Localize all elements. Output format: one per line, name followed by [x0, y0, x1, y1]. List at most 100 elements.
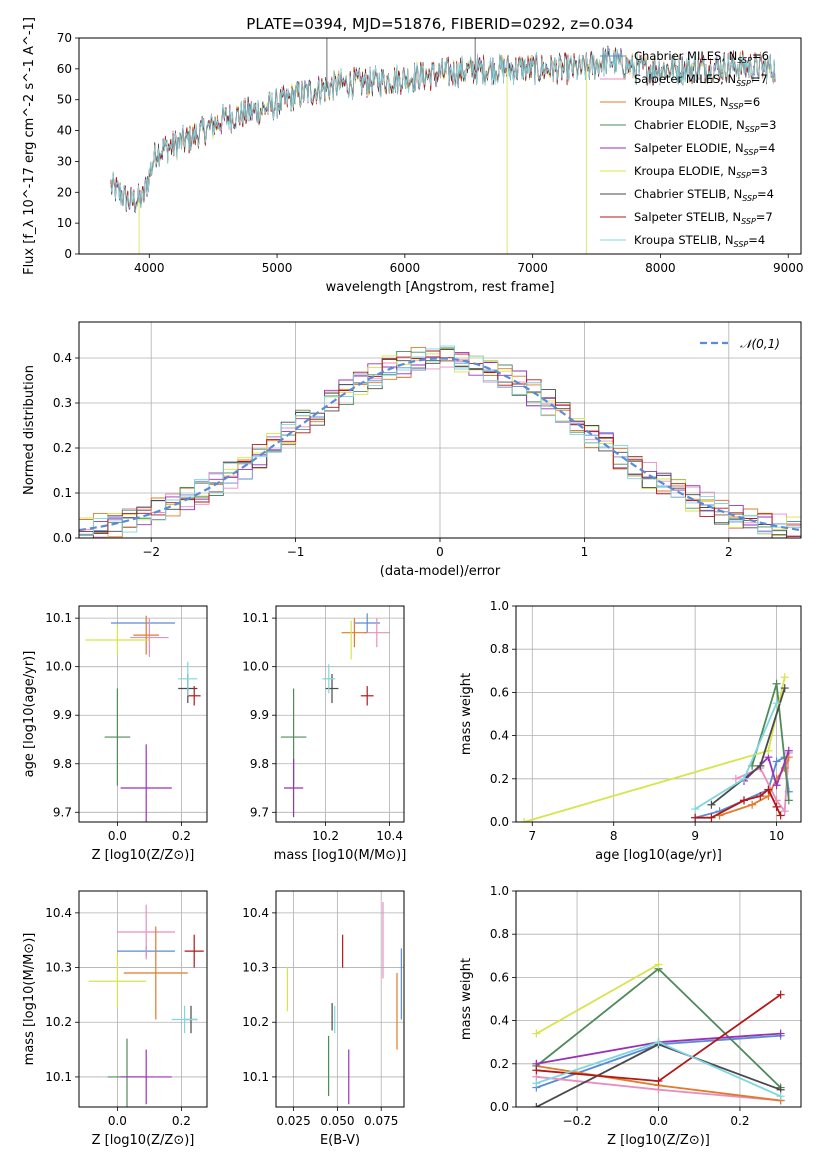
x-tick-label: 0.0 — [108, 1114, 127, 1128]
weight-series-marker — [784, 746, 793, 755]
plot-area — [88, 904, 204, 1107]
legend-entry-subscript: SSP — [736, 171, 751, 180]
x-tick-label: 8000 — [645, 261, 676, 275]
errorbar-point — [130, 618, 169, 657]
y-tick-label: 30 — [57, 154, 72, 168]
y-tick-label: 40 — [57, 124, 72, 138]
y-tick-label: 9.7 — [250, 805, 269, 819]
y-tick-label: 10.1 — [45, 1070, 72, 1084]
y-tick-label: 50 — [57, 93, 72, 107]
legend-entry-suffix: =4 — [758, 141, 775, 155]
y-tick-label: 0.2 — [490, 772, 509, 786]
errorbar-point — [104, 688, 131, 786]
x-tick-label: 10.2 — [312, 829, 339, 843]
panel-residuals: −2 −1 0 1 2 0.0 0.1 0.2 0.3 0.4 (data-model)/error… — [22, 321, 802, 579]
y-tick-label: 9.7 — [53, 805, 72, 819]
panel-mass_vs_ebv: 0.025 0.050 0.075 10.1 10.2 10.3 10.4 E(B-V) — [242, 890, 405, 1148]
y-tick-label: 0.4 — [53, 351, 72, 365]
legend-entry-text: Salpeter ELODIE, N — [634, 141, 744, 155]
x-tick-label: −1 — [287, 545, 305, 559]
errorbar-point — [178, 661, 198, 696]
plot-area — [110, 38, 776, 254]
y-tick-label: 10.2 — [45, 1015, 72, 1029]
y-tick-label: 0.0 — [53, 531, 72, 545]
weight-series-marker — [780, 684, 789, 693]
weight-series-marker — [740, 774, 748, 783]
x-tick-label: 0.075 — [364, 1114, 398, 1128]
y-tick-label: 0.8 — [490, 642, 509, 656]
errorbar-point — [133, 615, 159, 655]
legend-entry-label: Salpeter ELODIE, NSSP=4 — [634, 141, 775, 157]
legend-entry-subscript: SSP — [744, 148, 759, 157]
legend-entry-suffix: =3 — [760, 118, 777, 132]
x-tick-label: 0.0 — [649, 1114, 668, 1128]
spectrum-line — [110, 46, 776, 213]
axes-frame — [78, 605, 208, 823]
errorbar-point — [120, 1049, 172, 1105]
weight-series-marker — [654, 960, 663, 969]
legend-entry-subscript: SSP — [737, 56, 752, 65]
y-tick-label: 10.4 — [242, 906, 269, 920]
weight-series-marker — [772, 757, 781, 766]
legend-entry-suffix: =6 — [752, 49, 769, 63]
errorbar-point — [123, 926, 188, 1020]
figure-title: PLATE=0394, MJD=51876, FIBERID=0292, z=0… — [246, 15, 633, 33]
legend-entry-suffix: =4 — [748, 233, 765, 247]
y-tick-label: 10.1 — [242, 611, 269, 625]
errorbar-point — [364, 618, 390, 648]
axes-frame — [275, 890, 405, 1108]
panel-spectrum: 4000 5000 6000 7000 8000 9000 0 10 20 30 40 50 60 70 w… — [22, 17, 803, 295]
y-tick-label: 10.1 — [45, 611, 72, 625]
legend-entry-text: Kroupa ELODIE, N — [634, 164, 736, 178]
y-tick-label: 60 — [57, 62, 72, 76]
y-tick-label: 20 — [57, 185, 72, 199]
y-tick-label: 0.3 — [53, 396, 72, 410]
legend-entry-text: Chabrier MILES, N — [634, 49, 737, 63]
weight-series-marker — [691, 813, 700, 822]
weight-series-marker — [780, 807, 789, 816]
y-axis-label: age [log10(age/yr)] — [22, 651, 37, 778]
y-tick-label: 0.4 — [490, 729, 509, 743]
x-tick-label: −2 — [142, 545, 160, 559]
weight-series-line — [535, 963, 659, 1035]
legend-entry-text: Chabrier STELIB, N — [634, 187, 742, 201]
legend-entry-text: Kroupa MILES, N — [634, 95, 729, 109]
axes-frame — [515, 890, 802, 1108]
legend-entry-label: Kroupa ELODIE, NSSP=3 — [634, 164, 768, 180]
errorbar-point — [322, 664, 336, 694]
y-axis-label: mass weight — [459, 958, 474, 1040]
legend-entry-suffix: =7 — [756, 210, 773, 224]
y-axis-label: Normed distribution — [22, 365, 37, 495]
weight-series-marker — [748, 800, 757, 809]
y-axis-label: mass weight — [459, 673, 474, 755]
histogram-series — [79, 349, 801, 538]
weight-series-marker — [532, 1029, 541, 1038]
y-tick-label: 0 — [64, 247, 72, 261]
x-tick-label: 1 — [581, 545, 589, 559]
x-tick-label: 7000 — [517, 261, 548, 275]
weight-series-marker — [764, 785, 773, 794]
y-tick-label: 9.9 — [250, 708, 269, 722]
y-tick-label: 9.8 — [250, 757, 269, 771]
weight-series-line — [710, 687, 786, 806]
y-tick-label: 0.1 — [53, 486, 72, 500]
histogram-series — [79, 355, 801, 538]
legend-entry-text: Chabrier ELODIE, N — [634, 118, 745, 132]
y-tick-label: 70 — [57, 31, 72, 45]
plot-area — [286, 901, 402, 1105]
x-axis-label: E(B-V) — [320, 1133, 360, 1148]
x-tick-label: 0.050 — [320, 1114, 354, 1128]
x-tick-label: 9 — [691, 829, 699, 843]
y-tick-label: 10.4 — [45, 906, 72, 920]
x-tick-label: 0 — [436, 545, 444, 559]
x-axis-label: (data-model)/error — [380, 564, 501, 579]
errorbar-point — [284, 758, 304, 818]
histogram-series — [79, 345, 801, 536]
legend-entry-text: Salpeter STELIB, N — [634, 210, 741, 224]
panel-age_vs_Z: 0.0 0.2 9.7 9.8 9.9 10.0 10.1 Z [log10(Z/Z⊙)] ag… — [22, 605, 208, 863]
legend-entry-subscript: SSP — [736, 79, 751, 88]
axes-frame — [78, 321, 802, 539]
y-tick-label: 0.0 — [490, 815, 509, 829]
weight-series-marker — [740, 796, 748, 805]
